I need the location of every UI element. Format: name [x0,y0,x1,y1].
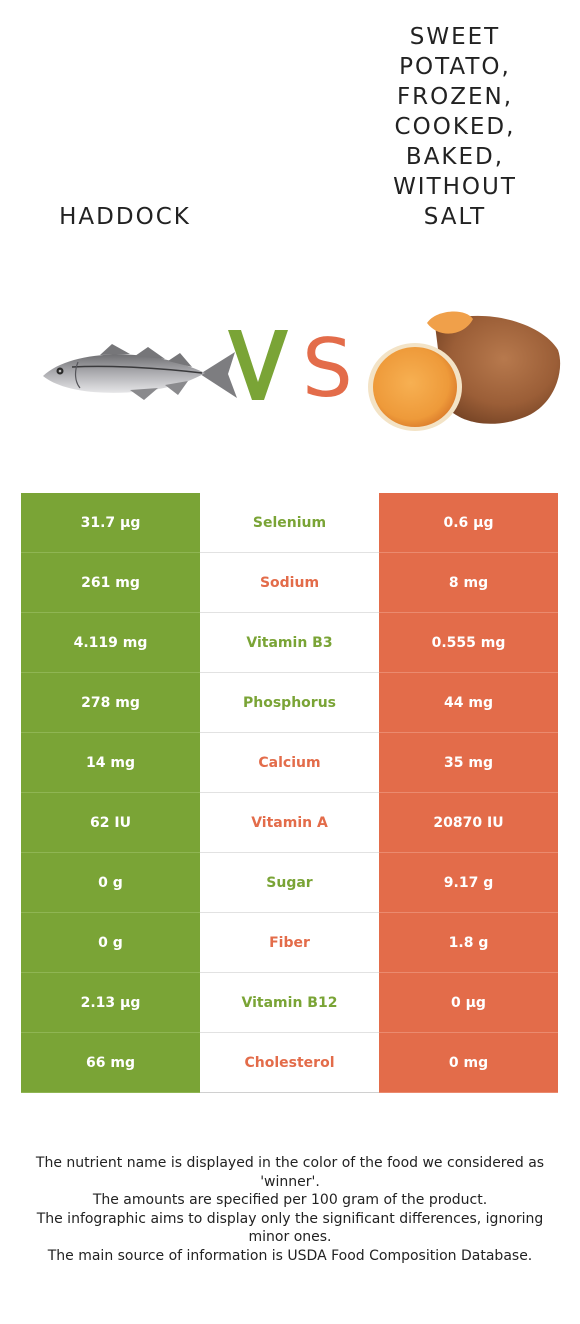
footnote: The infographic aims to display only the… [36,1210,544,1246]
nutrient-name-cell: Vitamin B3 [200,613,379,673]
nutrient-name-cell: Vitamin B12 [200,973,379,1033]
nutrient-name-cell: Sugar [200,853,379,913]
left-value-cell: 4.119 mg [21,613,200,673]
right-value-cell: 9.17 g [379,853,558,913]
right-value-cell: 0.555 mg [379,613,558,673]
comparison-table: 31.7 µg Selenium 0.6 µg 261 mg Sodium 8 … [21,493,558,1093]
left-value-cell: 2.13 µg [21,973,200,1033]
right-title-line: BAKED, [405,144,505,170]
left-value-cell: 14 mg [21,733,200,793]
right-value-cell: 1.8 g [379,913,558,973]
left-value-cell: 0 g [21,913,200,973]
table-row: 261 mg Sodium 8 mg [21,553,558,613]
table-row: 62 IU Vitamin A 20870 IU [21,793,558,853]
nutrient-name-cell: Sodium [200,553,379,613]
right-title-line: FROZEN, [396,84,514,110]
right-title-line: POTATO, [399,54,511,80]
right-food-title: SWEET POTATO, FROZEN, COOKED, BAKED, WIT… [380,22,530,232]
nutrient-name-cell: Phosphorus [200,673,379,733]
right-title-line: WITHOUT [393,174,517,200]
table-row: 0 g Sugar 9.17 g [21,853,558,913]
nutrient-name-cell: Fiber [200,913,379,973]
right-value-cell: 0 µg [379,973,558,1033]
nutrient-name-cell: Vitamin A [200,793,379,853]
left-value-cell: 278 mg [21,673,200,733]
table-row: 14 mg Calcium 35 mg [21,733,558,793]
table-row: 2.13 µg Vitamin B12 0 µg [21,973,558,1033]
footnote: The main source of information is USDA F… [47,1247,533,1264]
left-value-cell: 62 IU [21,793,200,853]
right-value-cell: 35 mg [379,733,558,793]
left-value-cell: 31.7 µg [21,493,200,553]
footnote: The nutrient name is displayed in the co… [35,1155,545,1190]
right-title-line: SALT [423,204,487,230]
left-food-title: HADDOCK [59,204,191,230]
right-value-cell: 20870 IU [379,793,558,853]
vs-s-letter: S [302,322,353,408]
table-row: 0 g Fiber 1.8 g [21,913,558,973]
table-row: 4.119 mg Vitamin B3 0.555 mg [21,613,558,673]
left-value-cell: 0 g [21,853,200,913]
table-row: 278 mg Phosphorus 44 mg [21,673,558,733]
right-title-line: SWEET [409,24,501,50]
right-value-cell: 0.6 µg [379,493,558,553]
left-value-cell: 66 mg [21,1033,200,1093]
nutrient-name-cell: Calcium [200,733,379,793]
right-title-line: COOKED, [394,114,516,140]
sweet-potato-image [365,305,565,440]
left-value-cell: 261 mg [21,553,200,613]
right-value-cell: 44 mg [379,673,558,733]
footnote: The amounts are specified per 100 gram o… [92,1192,488,1208]
nutrient-name-cell: Cholesterol [200,1033,379,1093]
vs-label: S [224,318,354,415]
table-row: 31.7 µg Selenium 0.6 µg [21,493,558,553]
right-value-cell: 8 mg [379,553,558,613]
footnotes: The nutrient name is displayed in the co… [20,1154,560,1265]
right-value-cell: 0 mg [379,1033,558,1093]
nutrient-name-cell: Selenium [200,493,379,553]
haddock-image [40,340,240,410]
table-row: 66 mg Cholesterol 0 mg [21,1033,558,1093]
